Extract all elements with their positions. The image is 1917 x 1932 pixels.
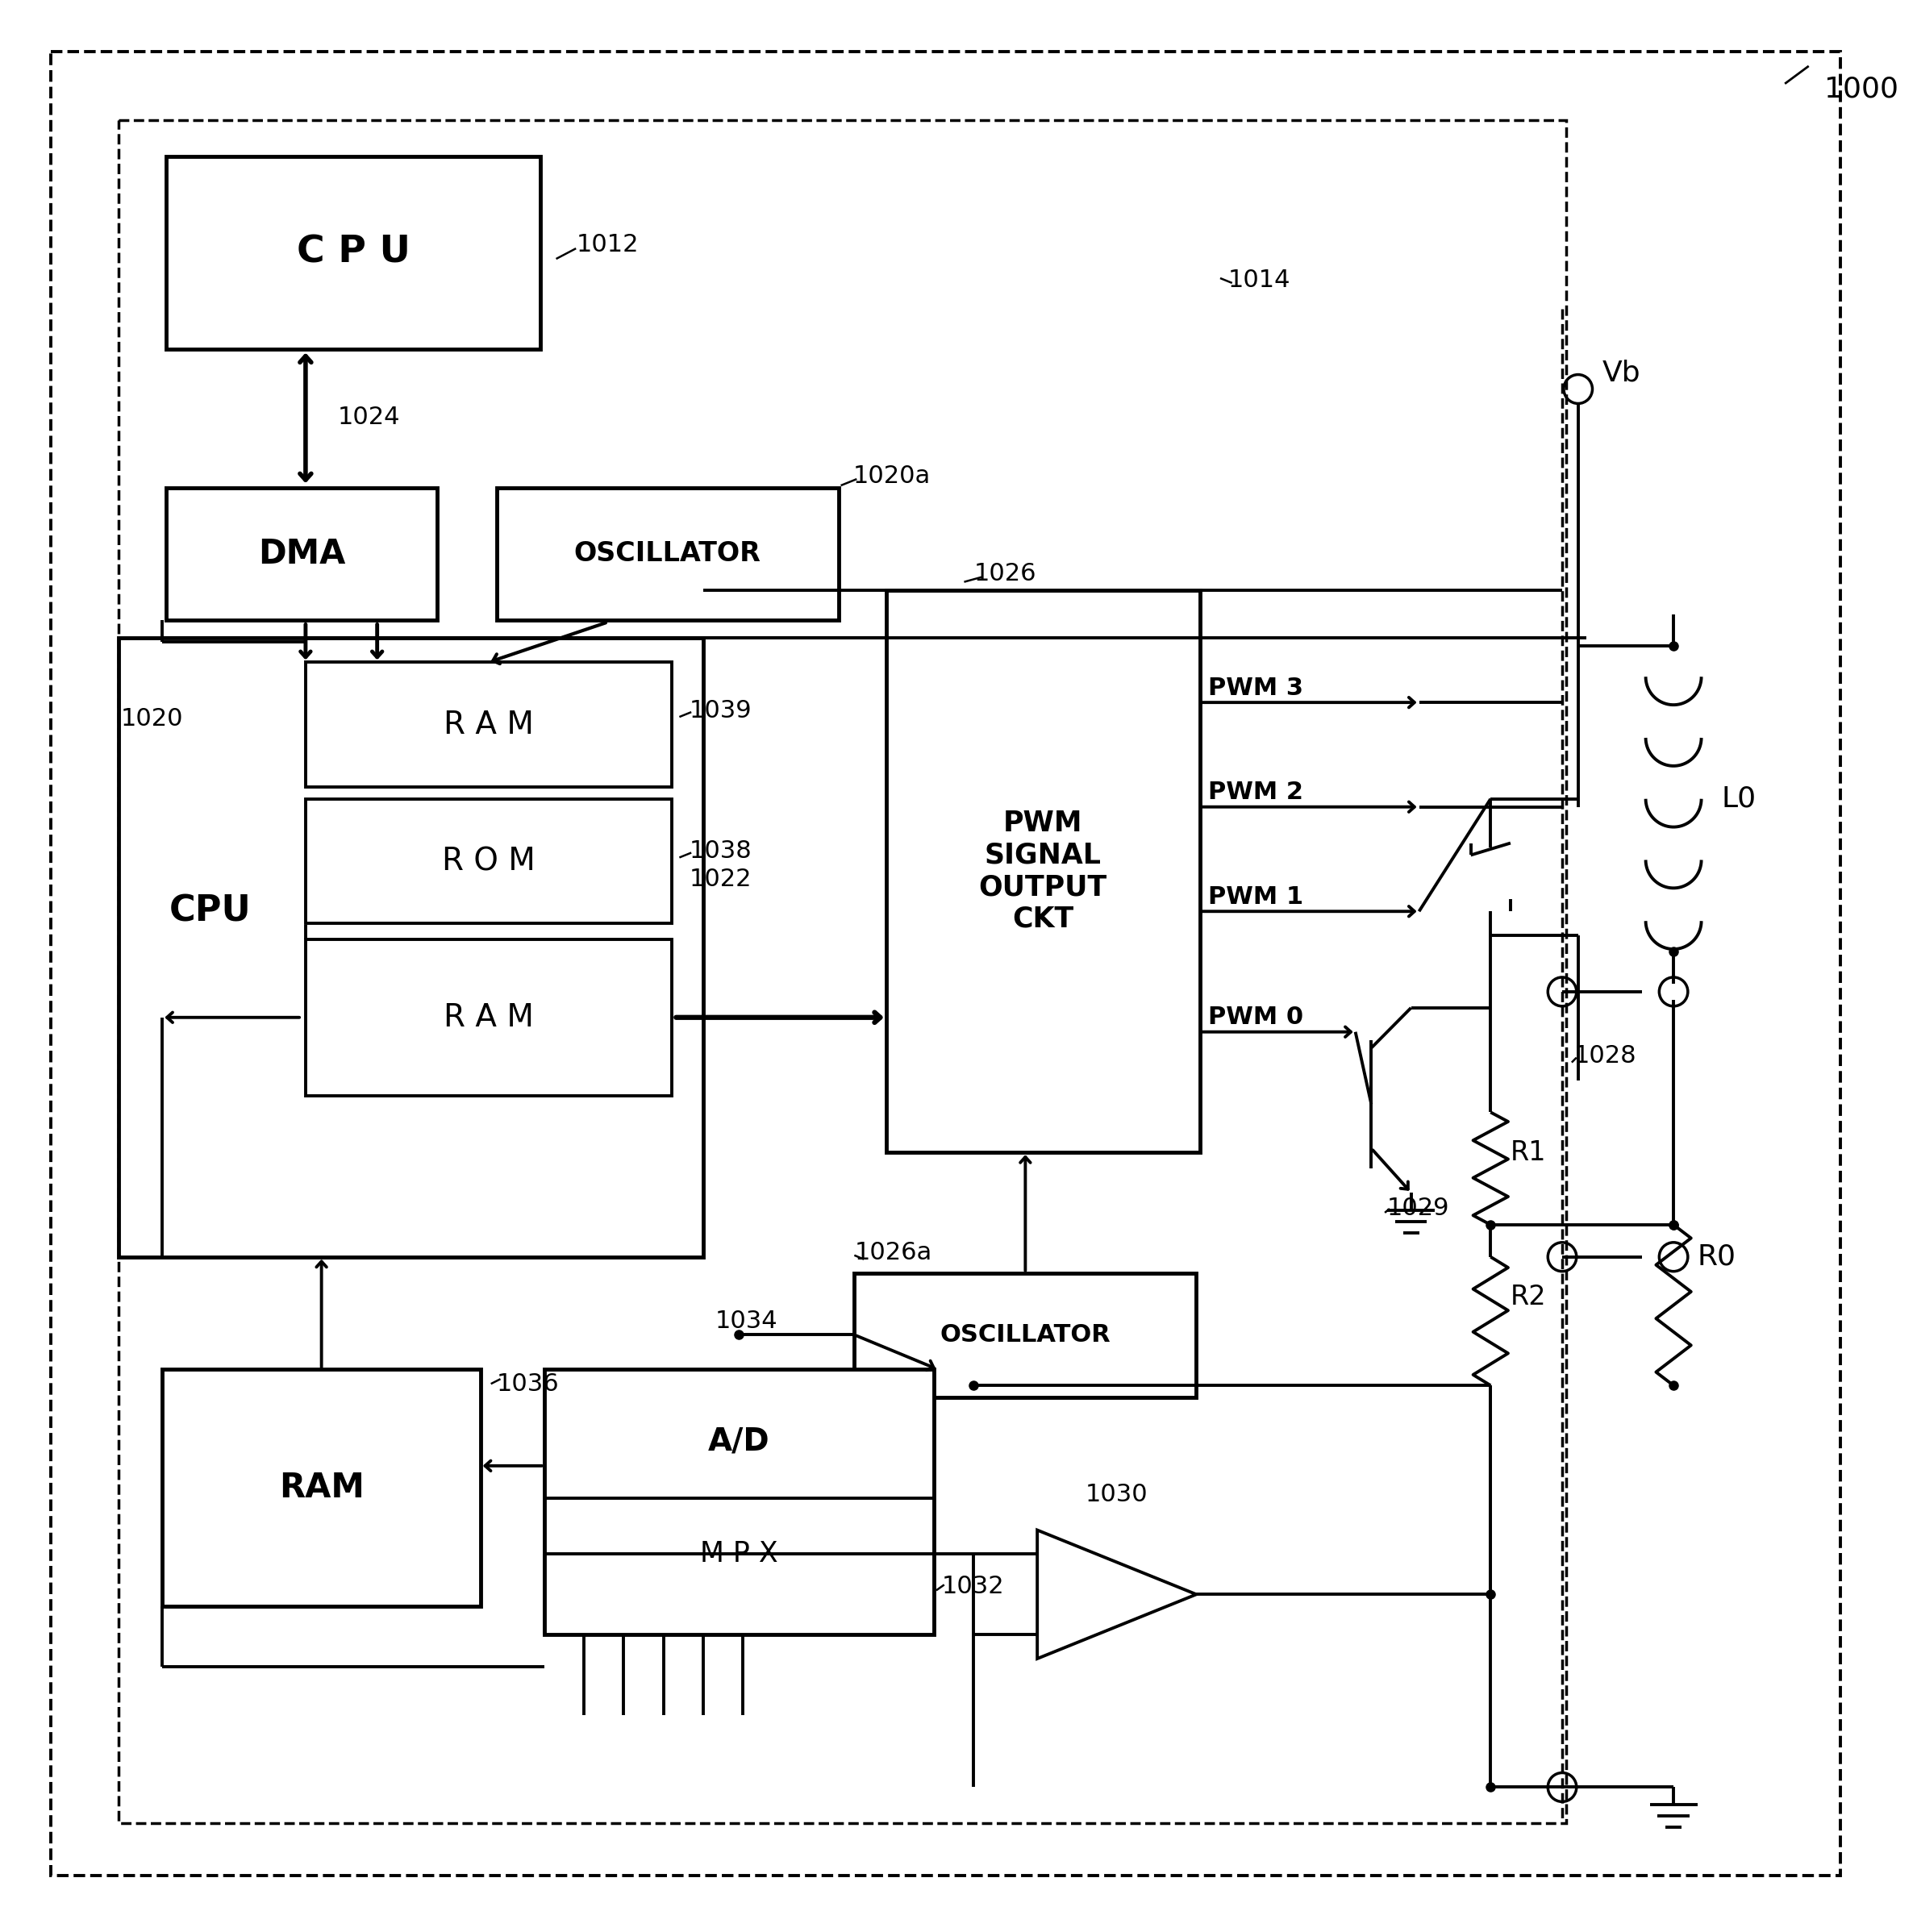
Text: PWM
SIGNAL
OUTPUT
CKT: PWM SIGNAL OUTPUT CKT [980,810,1106,933]
Bar [305,798,671,923]
Bar [886,589,1200,1151]
Text: L0: L0 [1721,784,1756,813]
Text: 1020: 1020 [121,707,184,730]
Text: 1029: 1029 [1388,1198,1449,1221]
Bar [497,489,838,620]
Text: PWM 1: PWM 1 [1208,885,1304,908]
Text: PWM 2: PWM 2 [1208,781,1304,804]
Text: 1026a: 1026a [855,1240,932,1265]
Bar [119,638,704,1258]
Bar [119,120,1566,1824]
Text: 1020a: 1020a [853,464,930,487]
Bar [167,156,541,350]
Bar [167,489,437,620]
Text: PWM 3: PWM 3 [1208,676,1304,699]
Text: 1028: 1028 [1574,1045,1637,1068]
Text: R1: R1 [1511,1140,1547,1165]
Text: 1036: 1036 [497,1372,560,1395]
Bar [305,939,671,1095]
Bar [855,1273,1196,1397]
Text: R O M: R O M [441,846,535,877]
Text: DMA: DMA [259,537,345,570]
Text: OSCILLATOR: OSCILLATOR [939,1323,1110,1347]
Text: Vb: Vb [1603,359,1641,386]
Text: OSCILLATOR: OSCILLATOR [573,541,761,568]
Text: 1000: 1000 [1825,75,1900,102]
Text: 1014: 1014 [1229,269,1290,292]
Bar [305,663,671,786]
Text: CPU: CPU [169,895,251,929]
Text: 1032: 1032 [941,1575,1005,1598]
Text: 1038: 1038 [688,838,751,864]
Text: M P X: M P X [700,1540,778,1569]
Text: R A M: R A M [443,709,533,740]
Text: 1034: 1034 [715,1310,778,1333]
Text: 1039: 1039 [688,699,751,723]
Text: A/D: A/D [707,1426,771,1457]
Text: 1030: 1030 [1085,1482,1148,1505]
Text: RAM: RAM [278,1470,364,1505]
Text: 1022: 1022 [688,867,751,891]
Text: C P U: C P U [297,234,410,270]
Text: 1024: 1024 [337,406,401,429]
Text: 1026: 1026 [974,562,1037,585]
Text: R2: R2 [1511,1283,1547,1310]
Bar [163,1370,481,1605]
Text: R0: R0 [1697,1242,1737,1271]
Text: R A M: R A M [443,1003,533,1034]
Text: 1012: 1012 [575,232,638,257]
Bar [544,1370,934,1634]
Text: PWM 0: PWM 0 [1208,1007,1304,1030]
